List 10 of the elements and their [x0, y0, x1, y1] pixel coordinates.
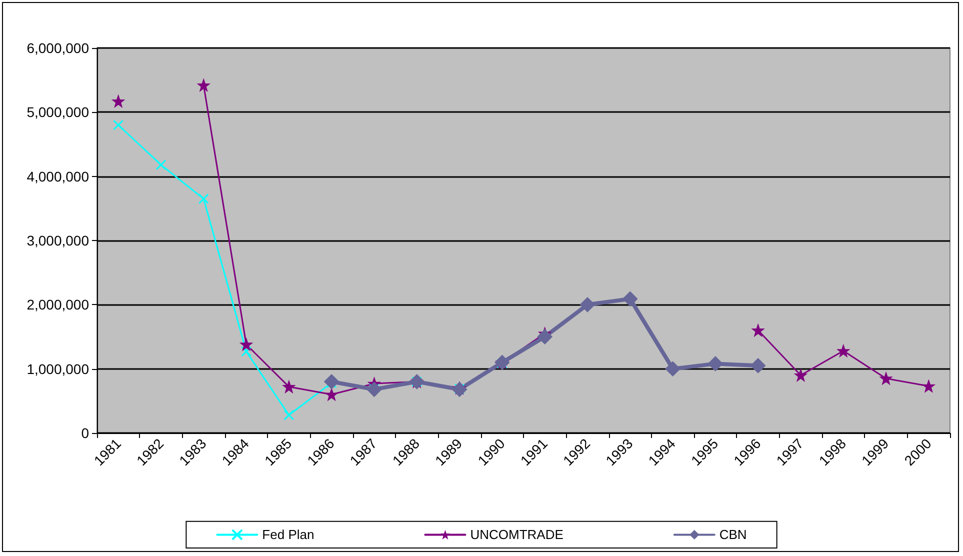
y-tick-label: 4,000,000 — [26, 168, 90, 184]
legend-label: CBN — [719, 527, 747, 542]
y-tick-label: 5,000,000 — [26, 104, 90, 120]
y-tick-label: 0 — [81, 425, 90, 441]
legend-label: UNCOMTRADE — [470, 527, 564, 542]
y-tick-label: 3,000,000 — [26, 232, 90, 248]
legend-label: Fed Plan — [262, 527, 314, 542]
y-tick-label: 1,000,000 — [26, 360, 90, 377]
y-tick-label: 2,000,000 — [26, 296, 90, 313]
y-tick-label: 6,000,000 — [26, 40, 90, 56]
